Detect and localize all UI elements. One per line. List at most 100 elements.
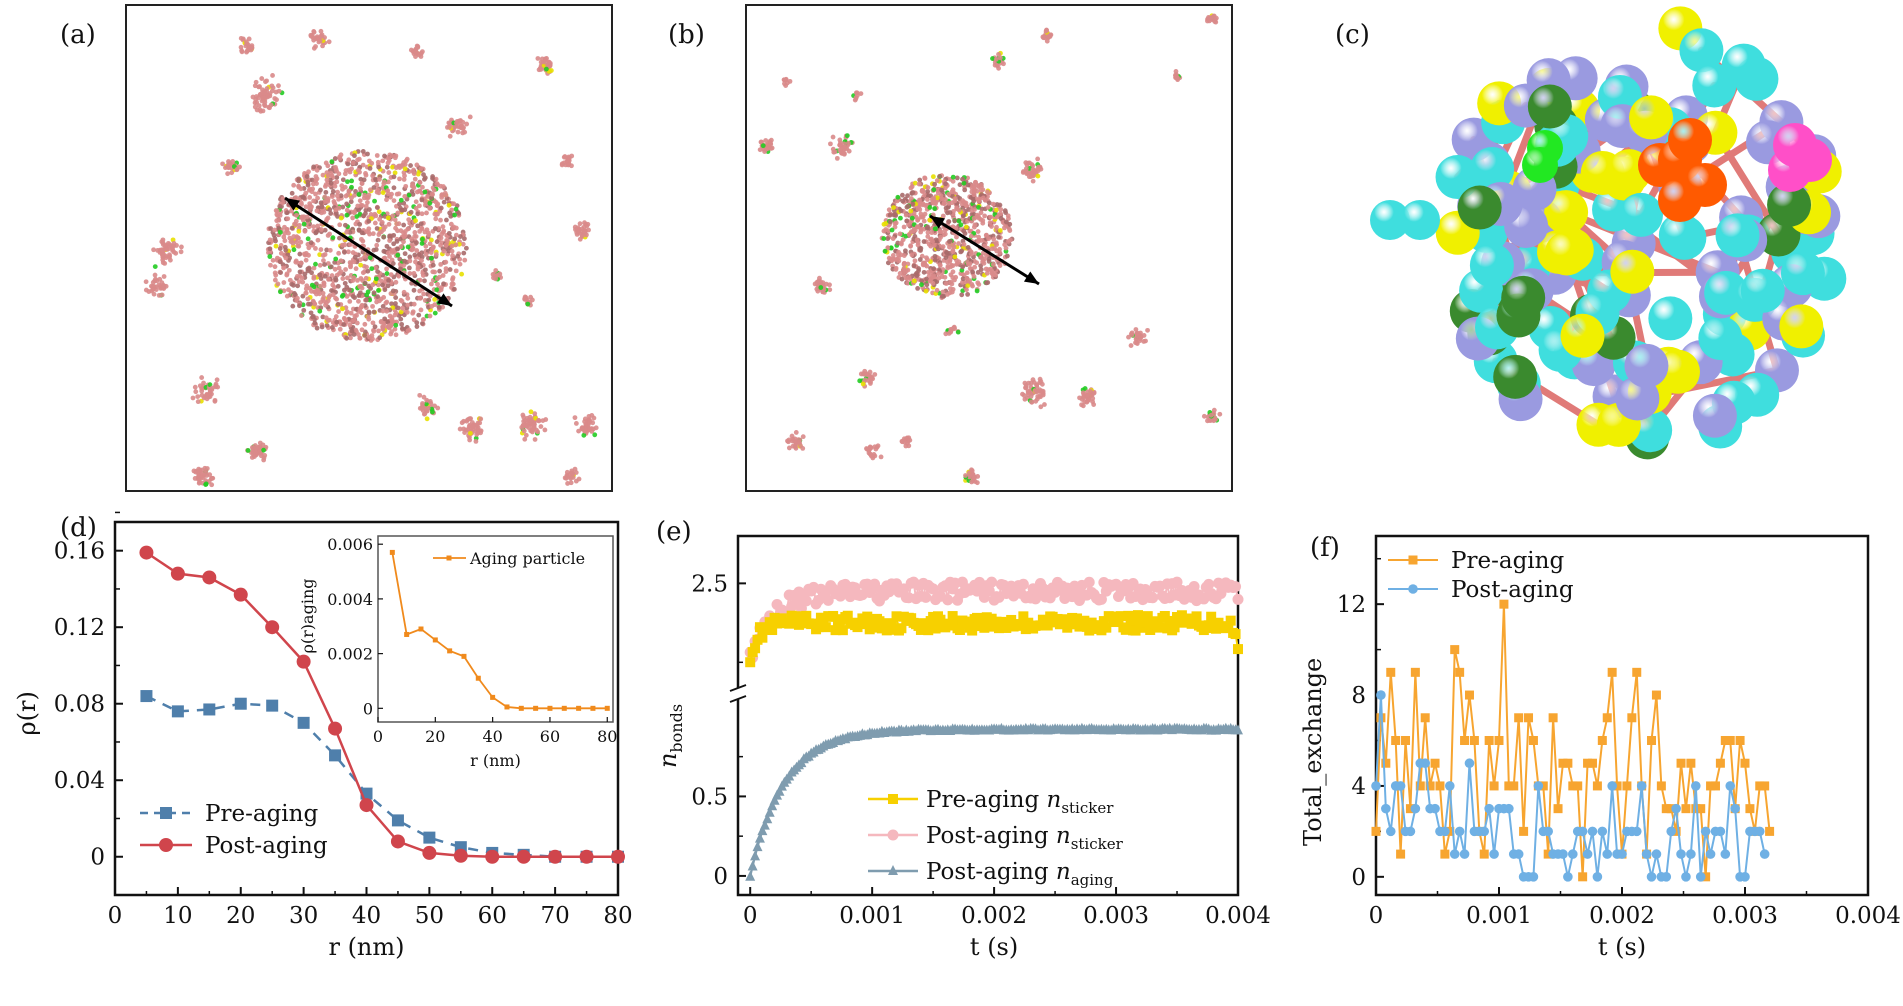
particle	[521, 418, 527, 424]
particle	[384, 271, 390, 276]
particle	[333, 275, 338, 281]
particle	[299, 313, 304, 318]
data-point	[820, 622, 831, 633]
particle	[456, 211, 462, 216]
particle	[528, 294, 534, 300]
particle	[332, 285, 337, 290]
particle	[150, 280, 156, 285]
particle	[467, 430, 473, 436]
particle	[351, 275, 357, 281]
particle	[293, 259, 299, 265]
particle	[297, 269, 303, 275]
particle	[395, 305, 401, 311]
inset-data-point	[590, 705, 596, 711]
particle	[408, 209, 414, 215]
particle	[332, 156, 338, 161]
particle	[356, 228, 362, 233]
particle	[403, 158, 409, 164]
particle	[331, 198, 337, 204]
data-point	[1449, 849, 1460, 859]
particle	[365, 200, 370, 205]
particle	[419, 211, 425, 217]
particle	[530, 427, 536, 433]
data-point	[745, 657, 756, 668]
particle	[424, 210, 429, 216]
particle	[366, 316, 372, 322]
particle	[438, 287, 444, 293]
particle	[440, 224, 446, 230]
data-point	[1705, 849, 1716, 859]
inset-x-tick-label: 60	[540, 727, 560, 746]
x-axis-title: r (nm)	[328, 933, 404, 961]
data-point	[1765, 826, 1775, 836]
y-tick-label: 0	[713, 864, 728, 890]
particle	[386, 323, 392, 329]
particle	[314, 167, 320, 173]
particle	[568, 475, 574, 481]
particle	[453, 242, 459, 248]
data-point	[1410, 667, 1420, 677]
particle	[337, 222, 343, 228]
particle	[344, 335, 350, 341]
particle	[457, 426, 463, 432]
data-point	[1573, 781, 1583, 791]
particle	[416, 312, 422, 318]
particle	[284, 228, 290, 234]
particle	[305, 236, 311, 242]
particle	[276, 225, 282, 231]
particle	[422, 411, 428, 417]
particle	[525, 301, 531, 307]
particle	[448, 221, 454, 227]
data-point	[1017, 578, 1029, 590]
particle	[440, 273, 446, 278]
data-point	[1632, 667, 1642, 677]
particle	[342, 184, 348, 190]
particle	[308, 310, 314, 316]
particle	[455, 253, 461, 259]
particle	[385, 319, 391, 325]
y-tick-label: 0.5	[691, 784, 728, 810]
particle	[841, 141, 847, 147]
particle	[524, 423, 530, 429]
particle	[532, 411, 538, 417]
particle	[161, 283, 167, 289]
particle	[413, 259, 418, 265]
particle	[320, 290, 326, 296]
particle	[294, 295, 300, 301]
particle	[348, 310, 354, 316]
data-point	[1376, 690, 1386, 700]
particle	[395, 228, 400, 234]
particle	[561, 160, 567, 166]
particle	[409, 247, 415, 253]
panel-label-c: (c)	[1335, 20, 1370, 50]
particle	[990, 56, 995, 61]
inset-data-point	[461, 653, 467, 659]
particle	[415, 211, 421, 217]
data-point	[1455, 667, 1465, 677]
data-point	[1730, 803, 1740, 814]
particle	[277, 246, 283, 251]
particle	[196, 480, 202, 486]
particle	[303, 286, 309, 292]
particle	[323, 160, 329, 166]
data-point	[390, 834, 405, 849]
inset-legend-marker	[446, 555, 452, 561]
particle	[298, 239, 304, 245]
particle	[434, 181, 440, 186]
data-point	[1735, 735, 1745, 745]
particle	[334, 193, 340, 199]
particle	[358, 276, 364, 281]
particle	[333, 295, 338, 301]
particle	[325, 318, 331, 323]
particle	[334, 175, 340, 180]
particle	[270, 73, 275, 78]
y-tick-label: 0	[90, 845, 105, 871]
particle	[330, 325, 335, 330]
data-point	[1445, 781, 1455, 791]
particle	[467, 114, 473, 120]
particle	[427, 313, 433, 319]
particle	[324, 216, 330, 222]
particle	[364, 229, 370, 234]
particle	[320, 296, 326, 302]
data-point	[234, 697, 247, 710]
